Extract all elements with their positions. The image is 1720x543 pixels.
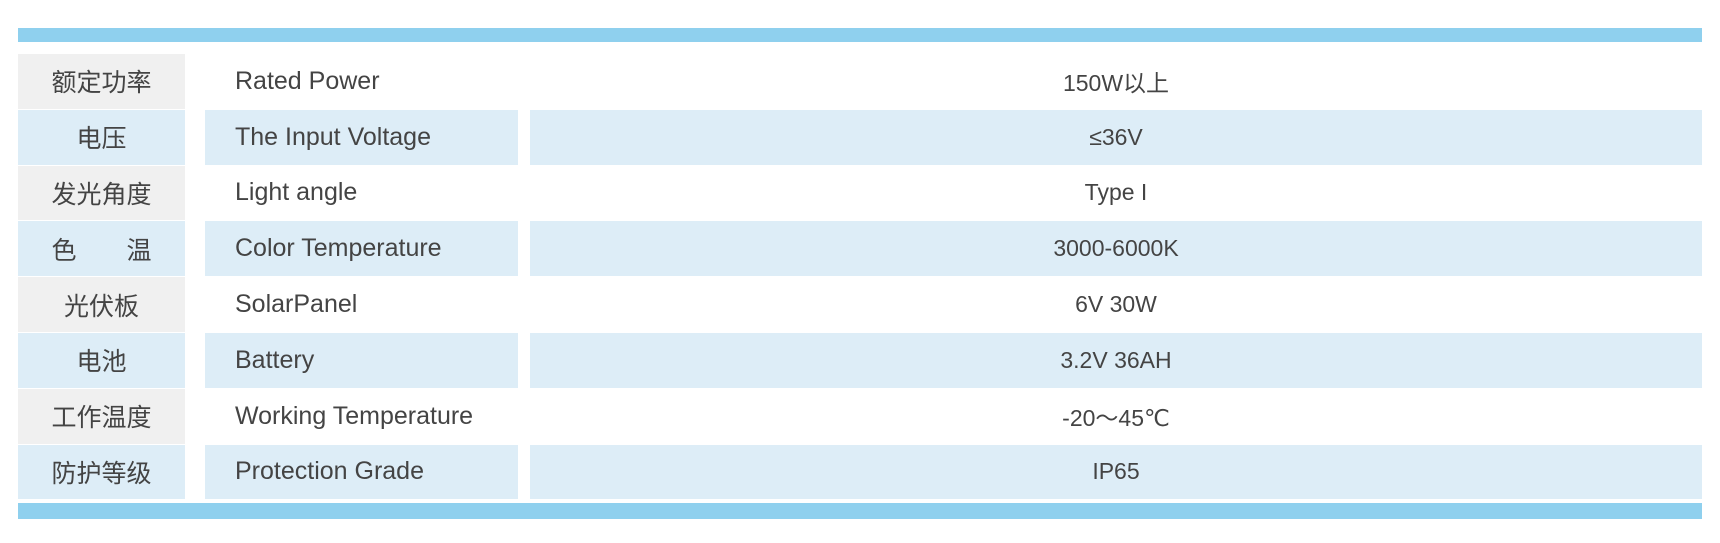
value: IP65 [530,444,1702,500]
value: 6V 30W [1075,291,1157,318]
label-en: Working Temperature [235,401,474,430]
label-en: SolarPanel [235,290,358,319]
bottom-bar [18,503,1702,519]
label-en: The Input Voltage [205,109,518,165]
label-en: Battery [205,333,518,388]
value: 150W以上 [1062,70,1170,97]
label-en: Light angle [235,178,358,207]
label-cn: 工作温度 [18,388,185,444]
label-cn: 色 温 [18,221,185,277]
label-en: Color Temperature [205,221,518,277]
label-en: Rated Power [235,66,380,95]
label-cn: 发光角度 [18,165,185,221]
label-cn: 电池 [18,333,185,388]
top-bar [18,28,1702,42]
label-cn: 光伏板 [18,277,185,332]
label-cn: 电压 [18,109,185,165]
label-cn: 防护等级 [18,444,185,500]
value: -20～45℃ [1062,405,1170,432]
label-en: Protection Grade [205,444,518,500]
value: ≤36V [530,109,1702,165]
value: 3.2V 36AH [530,333,1702,388]
label-cn: 额定功率 [18,54,185,109]
value: Type I [1084,179,1148,206]
value: 3000-6000K [530,221,1702,277]
